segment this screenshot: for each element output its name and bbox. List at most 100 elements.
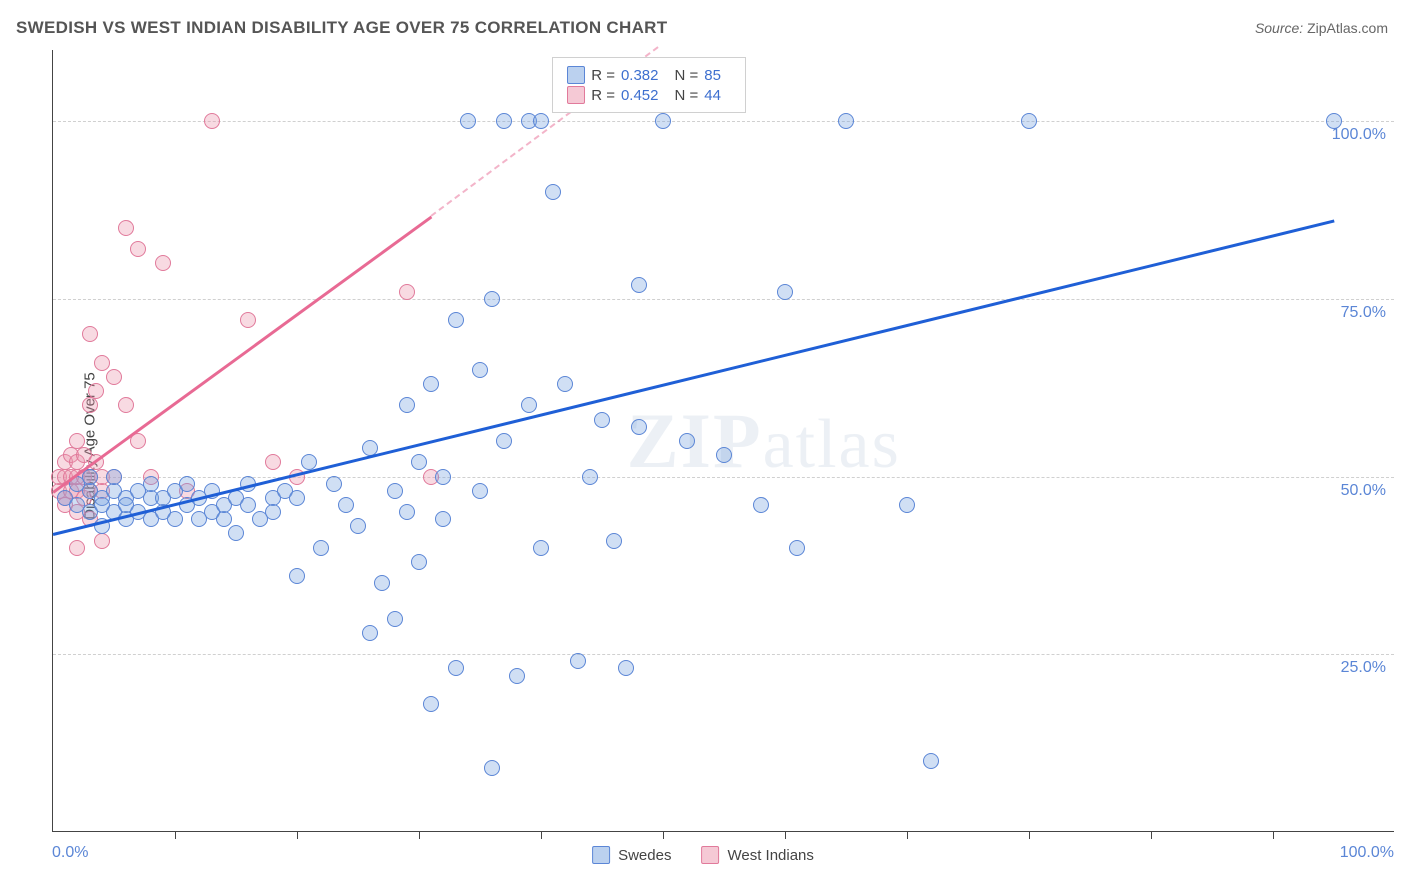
scatter-point-swedes	[411, 454, 427, 470]
scatter-point-swedes	[228, 525, 244, 541]
source-label: Source:	[1255, 20, 1303, 36]
legend-item-west-indians: West Indians	[701, 846, 813, 864]
scatter-point-swedes	[326, 476, 342, 492]
scatter-point-west_indians	[130, 241, 146, 257]
source-value: ZipAtlas.com	[1307, 20, 1388, 36]
scatter-point-swedes	[240, 497, 256, 513]
legend-series: Swedes West Indians	[592, 846, 814, 864]
scatter-point-swedes	[716, 447, 732, 463]
scatter-point-west_indians	[82, 397, 98, 413]
legend-stats-row: R =0.382N =85	[567, 66, 731, 84]
legend-label-west-indians: West Indians	[727, 847, 813, 864]
n-label: N =	[675, 87, 699, 104]
scatter-point-swedes	[484, 291, 500, 307]
scatter-point-swedes	[631, 277, 647, 293]
x-tick-max: 100.0%	[1340, 844, 1394, 862]
scatter-point-swedes	[753, 497, 769, 513]
scatter-point-west_indians	[94, 355, 110, 371]
scatter-point-west_indians	[82, 326, 98, 342]
scatter-point-swedes	[350, 518, 366, 534]
scatter-point-swedes	[472, 362, 488, 378]
swatch-blue-icon	[592, 846, 610, 864]
scatter-point-west_indians	[118, 220, 134, 236]
scatter-point-swedes	[143, 476, 159, 492]
watermark-atlas: atlas	[763, 406, 901, 483]
scatter-point-swedes	[167, 511, 183, 527]
scatter-point-swedes	[594, 412, 610, 428]
legend-item-swedes: Swedes	[592, 846, 671, 864]
legend-label-swedes: Swedes	[618, 847, 671, 864]
scatter-point-swedes	[777, 284, 793, 300]
legend-stats-box: R =0.382N =85R =0.452N =44	[552, 57, 746, 113]
x-tick	[1029, 831, 1030, 839]
r-value: 0.452	[621, 87, 659, 104]
scatter-point-swedes	[631, 419, 647, 435]
scatter-point-swedes	[399, 504, 415, 520]
gridline	[53, 299, 1394, 300]
scatter-point-swedes	[265, 504, 281, 520]
scatter-point-west_indians	[106, 369, 122, 385]
scatter-point-west_indians	[240, 312, 256, 328]
scatter-point-swedes	[435, 469, 451, 485]
scatter-point-swedes	[338, 497, 354, 513]
scatter-point-swedes	[545, 184, 561, 200]
scatter-point-swedes	[448, 312, 464, 328]
x-tick-min: 0.0%	[52, 844, 88, 862]
scatter-point-swedes	[289, 490, 305, 506]
scatter-point-swedes	[313, 540, 329, 556]
x-tick	[663, 831, 664, 839]
x-tick	[1151, 831, 1152, 839]
regression-line-blue	[53, 220, 1335, 536]
scatter-point-swedes	[533, 113, 549, 129]
scatter-point-swedes	[289, 568, 305, 584]
chart-title: SWEDISH VS WEST INDIAN DISABILITY AGE OV…	[16, 18, 667, 38]
x-tick	[297, 831, 298, 839]
scatter-point-swedes	[399, 397, 415, 413]
scatter-point-swedes	[460, 113, 476, 129]
scatter-point-swedes	[570, 653, 586, 669]
source-attribution: Source: ZipAtlas.com	[1255, 20, 1388, 36]
x-tick	[907, 831, 908, 839]
scatter-point-west_indians	[204, 113, 220, 129]
r-label: R =	[591, 67, 615, 84]
gridline	[53, 121, 1394, 122]
x-tick	[419, 831, 420, 839]
scatter-point-west_indians	[265, 454, 281, 470]
scatter-point-swedes	[423, 376, 439, 392]
gridline	[53, 654, 1394, 655]
y-tick-label: 25.0%	[1341, 659, 1386, 677]
scatter-point-swedes	[106, 469, 122, 485]
n-value: 44	[704, 87, 721, 104]
y-tick-label: 100.0%	[1332, 126, 1386, 144]
scatter-point-west_indians	[94, 533, 110, 549]
scatter-point-west_indians	[118, 397, 134, 413]
scatter-point-swedes	[838, 113, 854, 129]
scatter-point-swedes	[411, 554, 427, 570]
scatter-point-swedes	[789, 540, 805, 556]
scatter-point-swedes	[582, 469, 598, 485]
scatter-point-swedes	[374, 575, 390, 591]
scatter-point-swedes	[216, 511, 232, 527]
chart-plot-area: ZIPatlas	[52, 50, 1394, 832]
watermark: ZIPatlas	[627, 396, 901, 486]
scatter-point-swedes	[509, 668, 525, 684]
scatter-point-west_indians	[69, 540, 85, 556]
swatch-pink-icon	[701, 846, 719, 864]
scatter-point-swedes	[435, 511, 451, 527]
x-tick	[175, 831, 176, 839]
scatter-point-swedes	[679, 433, 695, 449]
legend-stats-row: R =0.452N =44	[567, 86, 731, 104]
scatter-point-swedes	[899, 497, 915, 513]
x-tick	[541, 831, 542, 839]
y-tick-label: 50.0%	[1341, 482, 1386, 500]
x-tick	[1273, 831, 1274, 839]
r-value: 0.382	[621, 67, 659, 84]
scatter-point-swedes	[387, 483, 403, 499]
scatter-point-swedes	[496, 113, 512, 129]
scatter-point-swedes	[387, 611, 403, 627]
scatter-point-west_indians	[88, 383, 104, 399]
scatter-point-swedes	[484, 760, 500, 776]
n-value: 85	[704, 67, 721, 84]
scatter-point-swedes	[362, 625, 378, 641]
scatter-point-swedes	[521, 397, 537, 413]
